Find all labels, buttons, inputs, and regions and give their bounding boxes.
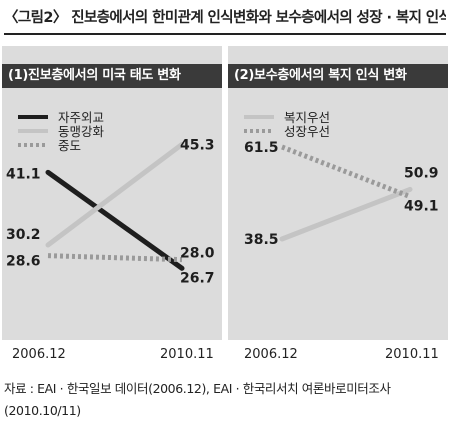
legend-label-0-1: 동맹강화 [58,124,105,139]
data-label-0-2-1: 28.0 [180,246,215,262]
right-panel-background [228,46,448,340]
left-chart-title: (1)진보층에서의 미국 태도 변화 [2,64,222,88]
data-label-1-1-1: 49.1 [404,199,439,215]
figure-title: 〈그림2〉 진보층에서의 한미관계 인식변화와 보수층에서의 성장 · 복지 인… [4,10,446,26]
data-label-1-0-1: 50.9 [404,165,439,181]
right-x-tick-0: 2006.12 [244,347,298,362]
data-label-0-0-0: 41.1 [6,166,41,182]
data-label-0-1-0: 30.2 [6,227,41,243]
data-label-0-2-0: 28.6 [6,254,41,270]
source-note: 자료 : EAI · 한국일보 데이터(2006.12), EAI · 한국리서… [4,381,391,418]
data-label-0-0-1: 26.7 [180,270,215,286]
series-line-0-2 [47,253,183,263]
series-line-1-0 [279,186,413,242]
data-label-0-1-1: 45.3 [180,137,215,153]
title-underline [4,33,446,35]
legend-label-1-0: 복지우선 [284,110,330,125]
series-line-0-0 [45,169,185,271]
series-line-1-1 [281,144,411,199]
left-panel-background [2,46,222,340]
legend-label-0-2: 중도 [58,138,81,153]
data-label-1-1-0: 61.5 [244,140,279,156]
right-x-tick-1: 2010.11 [385,347,439,362]
legend-label-0-0: 자주외교 [58,110,104,125]
left-x-tick-0: 2006.12 [12,347,66,362]
series-line-0-1 [45,141,185,248]
data-label-1-0-0: 38.5 [244,232,279,248]
left-x-tick-1: 2010.11 [160,347,214,362]
right-chart-title: (2)보수층에서의 복지 인식 변화 [228,64,448,88]
legend-label-1-1: 성장우선 [284,124,330,139]
